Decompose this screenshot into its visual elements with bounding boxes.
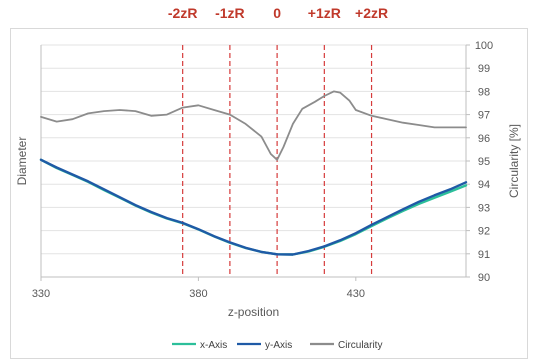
- x-tick-label: 430: [347, 288, 365, 300]
- gridlines: [41, 44, 466, 255]
- marker-label-minus-1zr: -1zR: [215, 5, 245, 21]
- y-tick-label: 97: [478, 110, 490, 122]
- x-tick-label: 380: [189, 288, 207, 300]
- legend-label: y-Axis: [265, 340, 292, 351]
- series-line-circularity: [40, 90, 467, 161]
- y-tick-label: 94: [478, 179, 490, 191]
- legend-label: Circularity: [338, 340, 382, 351]
- y-tick-label: 92: [478, 226, 490, 238]
- y-tick-label: 99: [478, 63, 490, 75]
- y-tick-label: 98: [478, 86, 490, 98]
- x-axis-title: z-position: [228, 305, 279, 319]
- y-axis-title-right: Circularity [%]: [507, 124, 521, 198]
- y-tick-label: 95: [478, 156, 490, 168]
- axes: [40, 44, 470, 281]
- y-tick-label: 91: [478, 249, 490, 261]
- y-tick-label: 93: [478, 202, 490, 214]
- series-line-y-axis: [39, 158, 468, 256]
- legend-label: x-Axis: [200, 340, 227, 351]
- marker-label-plus-2zr: +2zR: [355, 5, 389, 21]
- y-tick-label: 100: [475, 40, 493, 52]
- series-lines: [39, 90, 468, 256]
- zr-marker-lines: [182, 45, 373, 277]
- y-axis-title-left: Diameter: [15, 137, 29, 186]
- marker-label-zero: 0: [273, 5, 281, 21]
- chart-frame: [10, 28, 528, 359]
- marker-label-minus-2zr: -2zR: [167, 5, 198, 21]
- x-tick-label: 330: [32, 288, 50, 300]
- zr-marker-labels: -2zR -1zR 0 +1zR +2zR: [0, 0, 536, 28]
- tick-labels: 90 91 92 93 94 95 96 97 98 99 100 330 380 430: [32, 40, 493, 300]
- marker-label-plus-1zr: +1zR: [307, 5, 341, 21]
- y-tick-label: 90: [478, 272, 490, 284]
- y-tick-label: 96: [478, 133, 490, 145]
- legend: x-Axis y-Axis Circularity: [172, 340, 382, 351]
